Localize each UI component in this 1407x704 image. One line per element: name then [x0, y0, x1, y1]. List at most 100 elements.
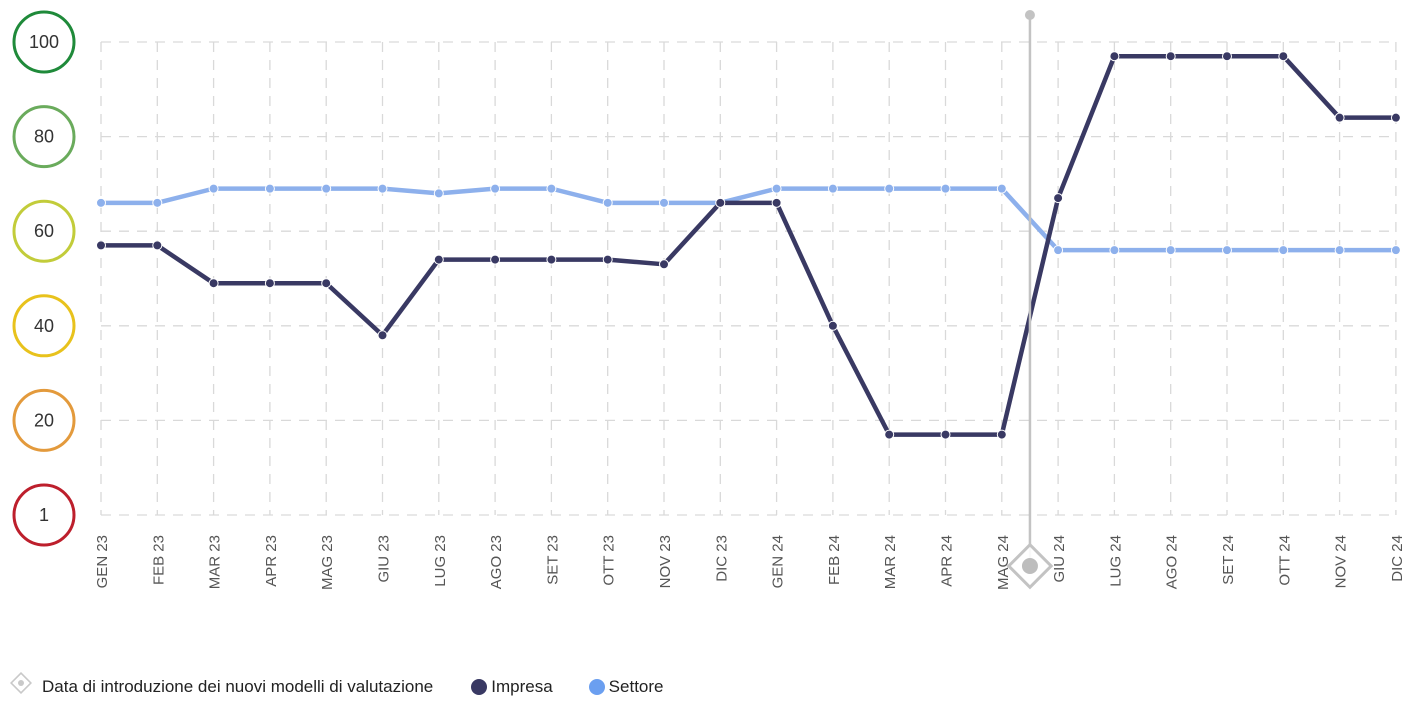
x-tick-label: APR 23 [263, 535, 280, 587]
x-tick-label: APR 24 [939, 535, 956, 587]
x-tick-label: OTT 23 [601, 535, 618, 586]
settore-dot-icon [588, 679, 605, 695]
data-point [433, 188, 444, 199]
y-tick-circle [12, 10, 76, 74]
x-tick-label: DIC 24 [1389, 535, 1406, 582]
x-tick-label: LUG 23 [432, 535, 449, 587]
legend: Data di introduzione dei nuovi modelli d… [10, 672, 699, 702]
data-point [940, 183, 951, 194]
y-tick-circle [12, 199, 76, 263]
legend-settore-label: Settore [608, 677, 664, 696]
series-line [98, 186, 1399, 253]
data-point [996, 429, 1007, 440]
y-axis: 100 80 60 40 20 1 [12, 10, 76, 547]
y-tick-label: 20 [34, 410, 54, 430]
x-tick-label: NOV 24 [1333, 535, 1350, 588]
data-point [96, 197, 106, 208]
data-point [546, 254, 557, 265]
data-point [1165, 51, 1176, 62]
data-point [208, 183, 219, 194]
y-tick-label: 1 [39, 505, 49, 525]
x-tick-label: AGO 24 [1164, 535, 1181, 589]
data-point [152, 197, 163, 208]
legend-item-settore[interactable]: Settore [588, 677, 664, 697]
data-point [321, 183, 332, 194]
data-point [264, 278, 275, 289]
data-point [1053, 193, 1064, 204]
data-point [377, 183, 388, 194]
data-point [433, 254, 444, 265]
x-tick-label: GIU 24 [1051, 535, 1068, 583]
x-tick-label: DIC 23 [713, 535, 730, 582]
data-point [208, 278, 219, 289]
data-point [152, 240, 163, 251]
data-point [1390, 245, 1401, 256]
grid [100, 41, 1397, 516]
introduction-marker[interactable] [1006, 10, 1054, 590]
data-point [1109, 245, 1120, 256]
x-tick-label: MAR 24 [882, 535, 899, 589]
diamond-icon [10, 672, 32, 694]
x-axis: GEN 23 FEB 23 MAR 23 APR 23 MAG 23 GIU 23 LUG … [94, 535, 1406, 590]
data-point [1109, 51, 1120, 62]
data-point [264, 183, 275, 194]
data-point [96, 240, 106, 251]
y-tick-circle [12, 294, 76, 358]
x-tick-label: NOV 23 [657, 535, 674, 588]
data-point [1334, 245, 1345, 256]
series-line [98, 53, 1399, 437]
data-point [1278, 245, 1289, 256]
data-point [1222, 51, 1232, 62]
y-tick-label: 80 [34, 127, 54, 147]
x-tick-label: SET 24 [1220, 535, 1237, 585]
data-point [321, 278, 332, 289]
y-tick-circle [12, 388, 76, 452]
marker-top-dot [1024, 10, 1035, 20]
x-tick-label: AGO 23 [488, 535, 505, 589]
y-tick-label: 100 [29, 32, 59, 52]
data-point [1165, 245, 1176, 256]
y-tick-circle [12, 483, 76, 547]
data-point [827, 183, 838, 194]
data-point [602, 197, 613, 208]
data-point [490, 254, 501, 265]
data-point [659, 197, 669, 208]
x-tick-label: OTT 24 [1276, 535, 1293, 586]
data-point [996, 183, 1007, 194]
data-point [940, 429, 951, 440]
data-point [602, 254, 613, 265]
x-tick-label: SET 23 [544, 535, 561, 585]
x-tick-label: FEB 23 [150, 535, 167, 585]
data-point [546, 183, 557, 194]
y-tick-circle [12, 105, 76, 169]
data-point [1390, 112, 1401, 123]
legend-item-marker[interactable]: Data di introduzione dei nuovi modelli d… [10, 672, 434, 697]
x-tick-label: MAG 23 [319, 535, 336, 590]
data-point [490, 183, 501, 194]
x-tick-label: MAG 24 [995, 535, 1012, 590]
y-tick-label: 40 [34, 316, 54, 336]
line-chart: 100 80 60 40 20 1 GEN 23 FEB 23 MAR 23 APR 23 MAG… [12, 10, 1406, 590]
data-point [827, 320, 838, 331]
data-point [771, 197, 782, 208]
y-tick-label: 60 [34, 221, 54, 241]
x-tick-label: GEN 24 [770, 535, 787, 588]
series-layer [96, 51, 1401, 440]
x-tick-label: MAR 23 [207, 535, 224, 589]
data-point [377, 330, 388, 341]
data-point [1334, 112, 1345, 123]
legend-impresa-label: Impresa [491, 677, 553, 696]
data-point [1222, 245, 1232, 256]
legend-marker-label: Data di introduzione dei nuovi modelli d… [42, 677, 434, 696]
data-point [1278, 51, 1289, 62]
legend-item-impresa[interactable]: Impresa [471, 677, 553, 697]
marker-diamond-dot [1021, 558, 1038, 574]
data-point [884, 429, 895, 440]
data-point [771, 183, 782, 194]
x-tick-label: FEB 24 [826, 535, 843, 585]
x-tick-label: GEN 23 [94, 535, 111, 588]
x-tick-label: LUG 24 [1107, 535, 1124, 587]
data-point [1053, 245, 1064, 256]
x-tick-label: GIU 23 [376, 535, 393, 583]
data-point [659, 259, 669, 270]
